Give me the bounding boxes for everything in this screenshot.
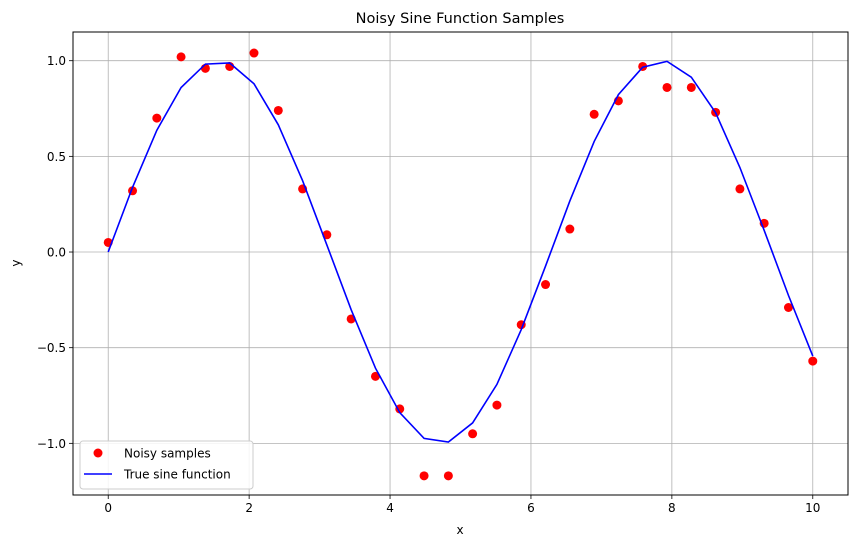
- legend-label-true-sine: True sine function: [123, 468, 231, 482]
- plot-series: [103, 48, 818, 481]
- y-tick-label: −0.5: [37, 341, 66, 355]
- y-tick-label: −1.0: [37, 437, 66, 451]
- x-tick-label: 2: [245, 501, 253, 515]
- data-point-noisy-sample: [589, 109, 599, 119]
- data-point-noisy-sample: [395, 404, 405, 414]
- data-point-noisy-sample: [419, 471, 429, 481]
- x-tick-label: 10: [805, 501, 820, 515]
- data-point-noisy-sample: [541, 280, 551, 290]
- grid: [73, 32, 848, 495]
- data-point-noisy-sample: [686, 82, 696, 92]
- data-point-noisy-sample: [152, 113, 162, 123]
- data-point-noisy-sample: [662, 82, 672, 92]
- x-tick-label: 6: [527, 501, 535, 515]
- data-point-noisy-sample: [249, 48, 259, 58]
- plot-frame: [72, 31, 849, 496]
- legend-label-noisy-samples: Noisy samples: [124, 447, 211, 461]
- data-point-noisy-sample: [735, 184, 745, 194]
- x-tick-label: 8: [668, 501, 676, 515]
- x-axis-label: x: [456, 523, 463, 537]
- data-point-noisy-sample: [176, 52, 186, 62]
- data-point-noisy-sample: [370, 371, 380, 381]
- y-tick-label: 1.0: [47, 54, 66, 68]
- legend: Noisy samples True sine function: [79, 440, 254, 490]
- data-point-noisy-sample: [443, 471, 453, 481]
- data-point-noisy-sample: [808, 356, 818, 366]
- axes-ticks: 0 2 4 6 8 10 −1.0 −0.5 0.0 0.5 1.0: [37, 54, 821, 515]
- data-point-noisy-sample: [468, 429, 478, 439]
- y-tick-label: 0.5: [47, 150, 66, 164]
- legend-box: [79, 440, 254, 490]
- true-sine-line: [107, 60, 814, 443]
- data-point-noisy-sample: [492, 400, 502, 410]
- legend-marker-noisy-samples: [93, 448, 103, 458]
- y-tick-label: 0.0: [47, 246, 66, 260]
- data-point-noisy-sample: [565, 224, 575, 234]
- data-point-noisy-sample: [783, 303, 793, 313]
- y-axis-label: y: [9, 259, 23, 266]
- x-tick-label: 4: [386, 501, 394, 515]
- x-tick-label: 0: [104, 501, 112, 515]
- chart-title: Noisy Sine Function Samples: [356, 11, 565, 27]
- data-point-noisy-sample: [273, 105, 283, 115]
